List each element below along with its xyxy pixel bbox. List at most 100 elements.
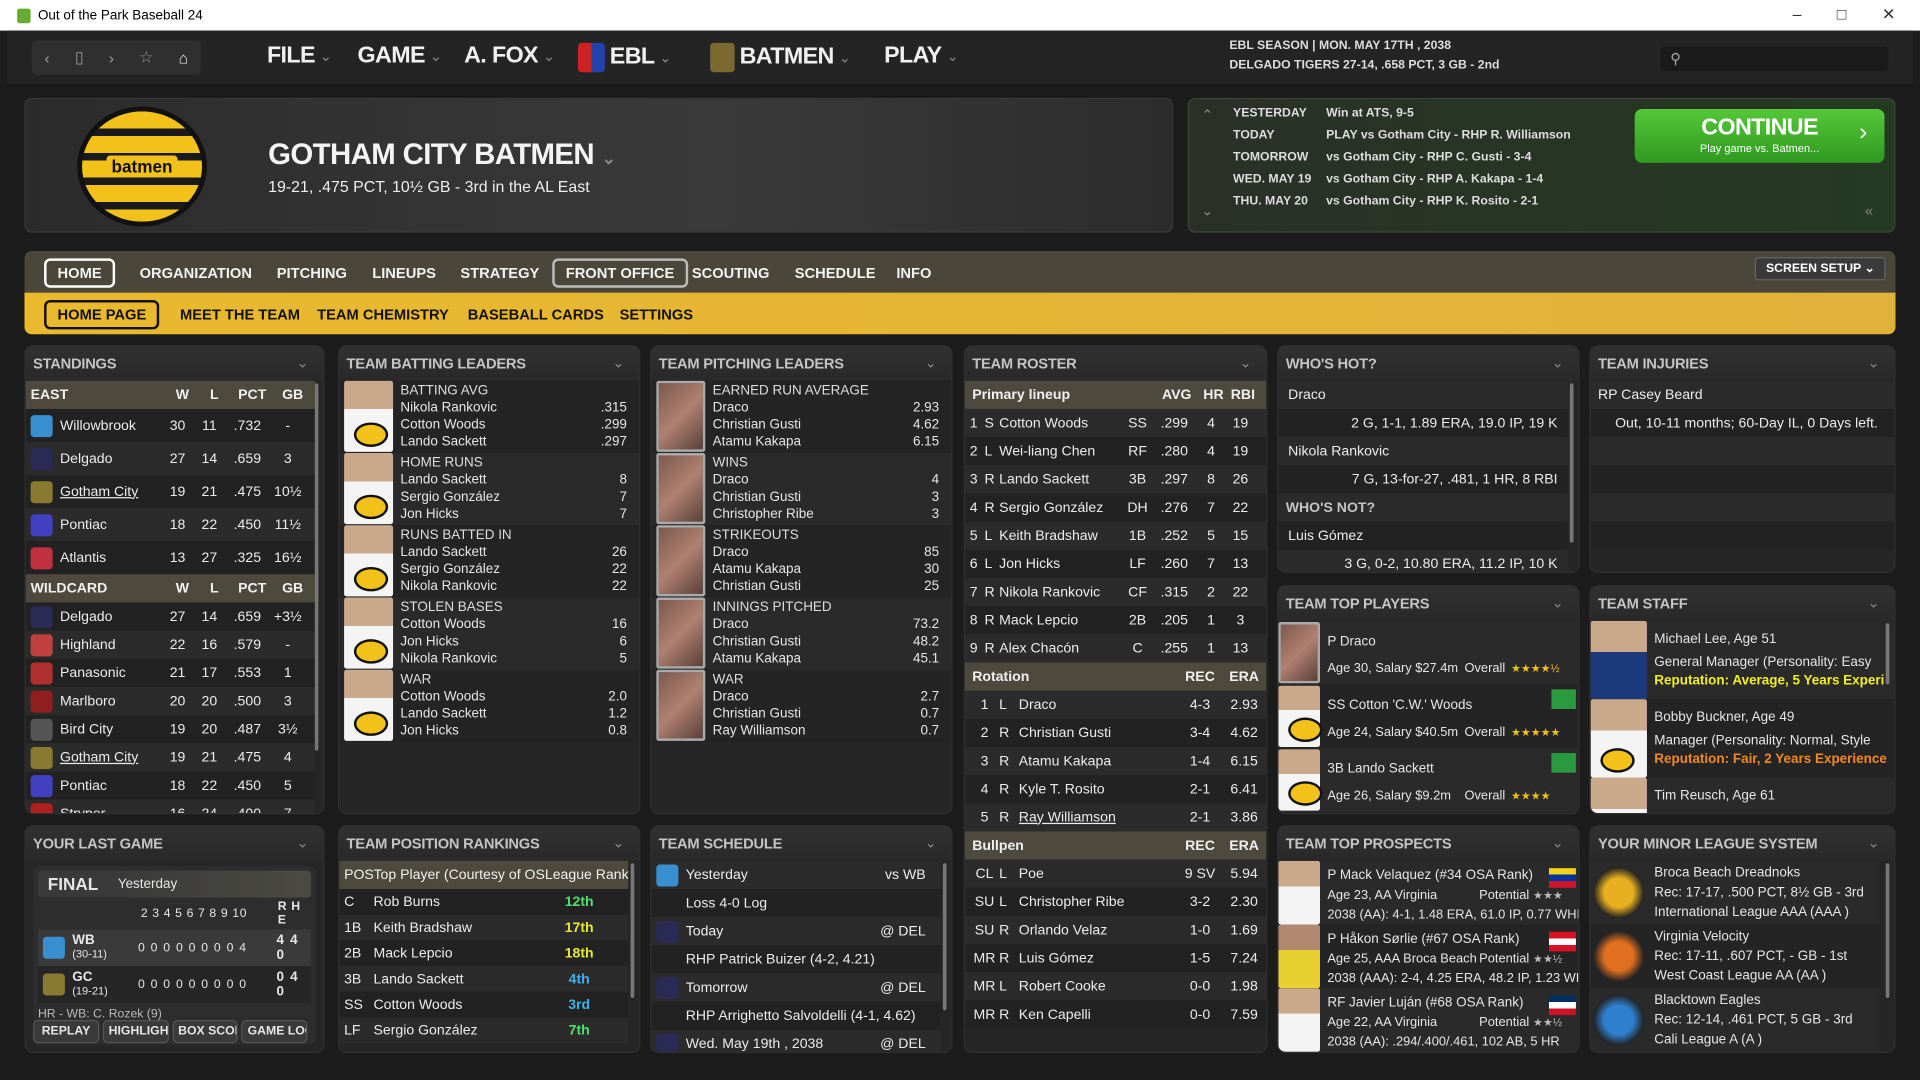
scrollbar[interactable] [314, 383, 319, 751]
lineup-row[interactable]: 8 R Mack Lepcio 2B .205 1 3 [964, 606, 1267, 635]
ranking-row[interactable]: 3B Lando Sackett 4th [339, 966, 629, 992]
bullpen-row[interactable]: SU L Christopher Ribe 3-2 2.30 [964, 887, 1267, 916]
standings-row[interactable]: Bird City 19 20 .487 3½ [25, 715, 315, 744]
leader-entry[interactable]: Draco 2.93 [713, 399, 952, 416]
game-log-button[interactable]: GAME LOG [241, 1020, 308, 1044]
leader-entry[interactable]: Atamu Kakapa 6.15 [713, 433, 952, 450]
lineup-row[interactable]: 4 R Sergio González DH .276 7 22 [964, 493, 1267, 522]
hot-player[interactable]: Nikola Rankovic [1278, 437, 1568, 466]
scrollbar[interactable] [1885, 863, 1890, 998]
minor-league-team[interactable]: Broca Beach Dreadnoks Rec: 17-17, .500 PC… [1590, 860, 1880, 925]
chevron-down-icon[interactable]: ⌄ [1867, 353, 1880, 372]
collapse-icon[interactable]: « [1864, 202, 1874, 220]
leader-entry[interactable]: Ray Williamson 0.7 [713, 722, 952, 739]
standings-row[interactable]: Delgado 27 14 .659 3 [25, 442, 315, 476]
ranking-row[interactable]: SS Cotton Woods 3rd [339, 991, 629, 1018]
highlights-button[interactable]: HIGHLIGHTS [102, 1020, 169, 1044]
ranking-row[interactable]: 1B Keith Bradshaw 17th [339, 914, 629, 941]
lineup-row[interactable]: 9 R Álex Chacón C .255 1 13 [964, 634, 1267, 663]
staff-member[interactable]: Bobby Buckner, Age 49 Manager (Personalit… [1590, 699, 1895, 778]
subtab-baseball-cards[interactable]: BASEBALL CARDS [467, 306, 604, 324]
leader-entry[interactable]: Nikola Rankovic 22 [400, 578, 639, 595]
bullpen-row[interactable]: MR R Luis Gómez 1-5 7.24 [964, 944, 1267, 973]
leader-entry[interactable]: Nikola Rankovic .315 [400, 399, 639, 416]
team-name-dropdown[interactable]: GOTHAM CITY BATMEN ⌄ [268, 138, 616, 172]
leader-entry[interactable]: Cotton Woods 16 [400, 616, 639, 633]
standings-row[interactable]: Highland 22 16 .579 - [25, 630, 315, 659]
scroll-down-icon[interactable]: ⌄ [1201, 202, 1214, 220]
menu-ebl[interactable]: EBL ⌄ [577, 42, 672, 73]
leader-entry[interactable]: Lando Sackett .297 [400, 433, 639, 450]
ranking-row[interactable]: C Rob Burns 12th [339, 888, 629, 915]
tab-organization[interactable]: ORGANIZATION [139, 264, 252, 282]
leader-entry[interactable]: Christian Gusti 0.7 [713, 705, 952, 722]
standings-row[interactable]: Gotham City 19 21 .475 10½ [25, 475, 315, 509]
chevron-down-icon[interactable]: ⌄ [1867, 833, 1880, 852]
forward-icon[interactable]: › [108, 48, 115, 67]
replay-button[interactable]: REPLAY [33, 1020, 99, 1044]
scrollbar[interactable] [1569, 383, 1574, 543]
menu-game[interactable]: GAME ⌄ [358, 43, 443, 70]
standings-row[interactable]: Panasonic 21 17 .553 1 [25, 658, 315, 687]
chevron-down-icon[interactable]: ⌄ [612, 833, 625, 852]
chevron-down-icon[interactable]: ⌄ [612, 353, 625, 372]
tab-lineups[interactable]: LINEUPS [372, 264, 436, 282]
rotation-row[interactable]: 3 R Atamu Kakapa 1-4 6.15 [964, 746, 1267, 776]
minor-league-team[interactable]: Virginia Velocity Rec: 17-11, .607 PCT, -… [1590, 924, 1880, 989]
tab-strategy[interactable]: STRATEGY [460, 264, 540, 282]
prospect[interactable]: RF Javier Luján (#68 OSA Rank) Age 22, AA… [1278, 988, 1579, 1052]
tab-home[interactable]: HOME [44, 258, 116, 288]
scrollbar[interactable] [942, 863, 947, 1011]
standings-row[interactable]: Pontiac 18 22 .450 11½ [25, 508, 315, 542]
subtab-settings[interactable]: SETTINGS [619, 306, 694, 324]
leader-entry[interactable]: Jon Hicks 0.8 [400, 722, 639, 739]
chevron-down-icon[interactable]: ⌄ [1551, 353, 1564, 372]
schedule-game[interactable]: Yesterday vs WB [651, 860, 941, 889]
staff-member[interactable]: Michael Lee, Age 51 General Manager (Pers… [1590, 620, 1895, 700]
prospect[interactable]: P Håkon Sørlie (#67 OSA Rank) Age 25, AAA… [1278, 924, 1579, 989]
standings-row[interactable]: Marlboro 20 20 .500 3 [25, 686, 315, 716]
screen-setup-button[interactable]: SCREEN SETUP ⌄ [1754, 257, 1886, 281]
leader-entry[interactable]: Lando Sackett 8 [400, 471, 639, 488]
hot-player[interactable]: Luis Gómez [1278, 521, 1568, 550]
menu-file[interactable]: FILE ⌄ [267, 43, 332, 70]
standings-row[interactable]: Delgado 27 14 .659 +3½ [25, 602, 315, 631]
box-score-button[interactable]: BOX SCORE [172, 1020, 238, 1044]
menu-play[interactable]: PLAY ⌄ [884, 43, 959, 70]
top-player[interactable]: P Draco Age 30, Salary $27.4m Overall ★★★★½ [1278, 620, 1579, 685]
leader-entry[interactable]: Christopher Ribe 3 [713, 506, 952, 523]
rotation-row[interactable]: 4 R Kyle T. Rosito 2-1 6.41 [964, 775, 1267, 804]
home-icon[interactable]: ⌂ [178, 48, 189, 67]
star-icon[interactable]: ☆ [139, 47, 154, 67]
standings-row[interactable]: Stryper 16 24 .400 7 [25, 799, 315, 814]
leader-entry[interactable]: Draco 73.2 [713, 616, 952, 633]
leader-entry[interactable]: Atamu Kakapa 30 [713, 561, 952, 578]
ranking-row[interactable]: 2B Mack Lepcio 18th [339, 940, 629, 967]
top-player[interactable]: SS Cotton 'C.W.' Woods Age 24, Salary $40… [1278, 684, 1579, 749]
subtab-meet-the-team[interactable]: MEET THE TEAM [180, 306, 301, 324]
leader-entry[interactable]: Cotton Woods .299 [400, 416, 639, 433]
back-icon[interactable]: ‹ [44, 48, 50, 67]
search-input[interactable]: ⚲ [1660, 46, 1889, 72]
scrollbar[interactable] [630, 863, 635, 998]
chevron-down-icon[interactable]: ⌄ [1867, 593, 1880, 612]
subtab-team-chemistry[interactable]: TEAM CHEMISTRY [317, 306, 449, 324]
chevron-down-icon[interactable]: ⌄ [296, 833, 309, 852]
lineup-row[interactable]: 7 R Nikola Rankovic CF .315 2 22 [964, 577, 1267, 607]
top-player[interactable]: 3B Lando Sackett Age 26, Salary $9.2m Over… [1278, 748, 1579, 812]
rotation-row[interactable]: 2 R Christian Gusti 3-4 4.62 [964, 718, 1267, 747]
tab-schedule[interactable]: SCHEDULE [794, 264, 876, 282]
leader-entry[interactable]: Draco 85 [713, 544, 952, 561]
leader-entry[interactable]: Christian Gusti 48.2 [713, 633, 952, 650]
rotation-row[interactable]: 1 L Draco 4-3 2.93 [964, 690, 1267, 719]
lineup-row[interactable]: 2 L Wei-liang Chen RF .280 4 19 [964, 437, 1267, 466]
scroll-up-icon[interactable]: ⌃ [1201, 106, 1214, 124]
injury-player[interactable]: RP Casey Beard [1590, 380, 1895, 409]
leader-entry[interactable]: Nikola Rankovic 5 [400, 650, 639, 667]
leader-entry[interactable]: Draco 2.7 [713, 688, 952, 705]
chevron-down-icon[interactable]: ⌄ [296, 353, 309, 372]
leader-entry[interactable]: Atamu Kakapa 45.1 [713, 650, 952, 667]
bullpen-row[interactable]: MR L Robert Cooke 0-0 1.98 [964, 972, 1267, 1001]
chevron-down-icon[interactable]: ⌄ [924, 353, 937, 372]
chevron-down-icon[interactable]: ⌄ [1551, 833, 1564, 852]
